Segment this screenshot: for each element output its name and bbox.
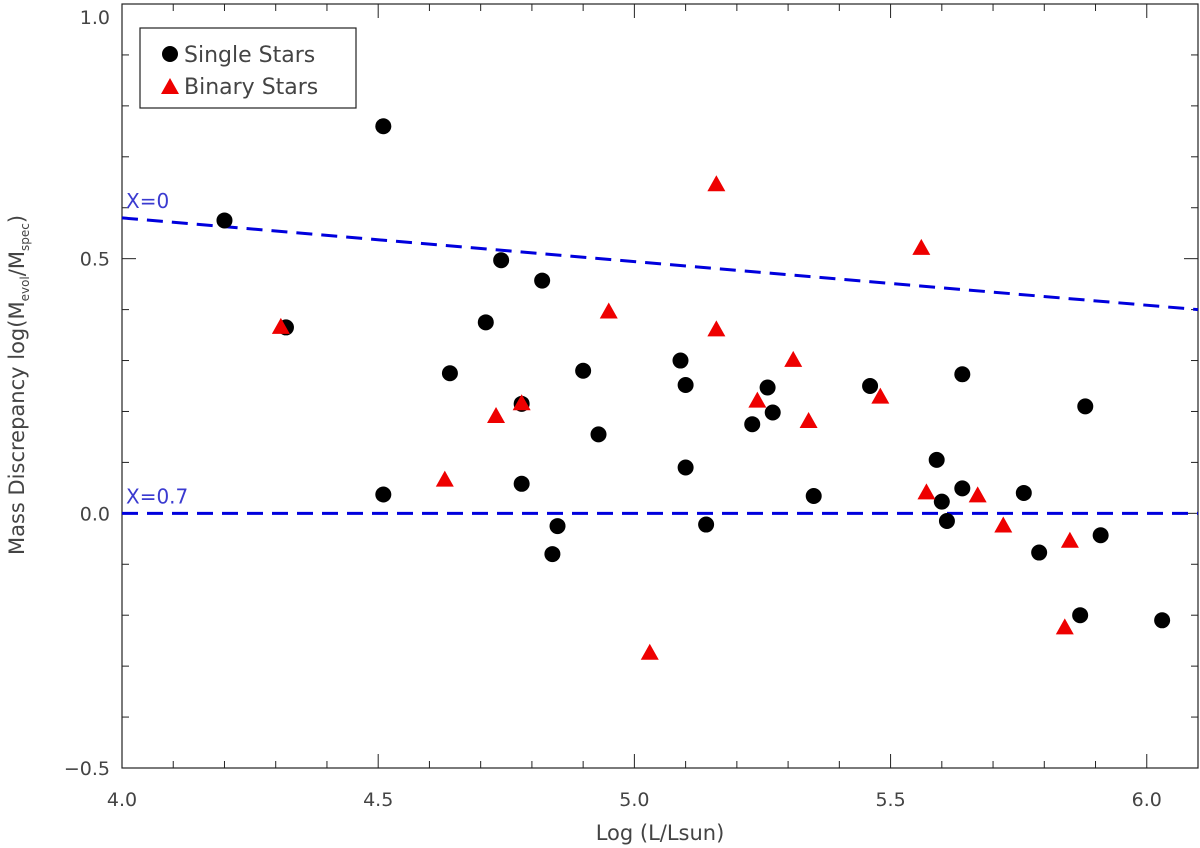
single-star-point <box>493 252 510 269</box>
axis-ticks <box>121 3 1199 769</box>
binary-star-point <box>994 516 1013 533</box>
single-star-point <box>938 512 955 529</box>
y-tick-label: 0.5 <box>80 249 110 271</box>
single-star-point <box>375 486 392 503</box>
single-star-point <box>544 546 561 563</box>
legend-box <box>139 27 357 109</box>
single-star-point <box>1092 527 1109 544</box>
binary-star-point <box>799 412 818 429</box>
single-star-point <box>1031 544 1048 561</box>
binary-star-point <box>707 320 726 337</box>
single-star-point <box>744 416 761 433</box>
y-axis-title-sub2: spec <box>18 223 32 251</box>
binary-star-point <box>640 643 659 660</box>
binary-star-point <box>917 483 936 500</box>
single-star-point <box>677 459 694 476</box>
single-star-point <box>698 516 715 533</box>
y-axis-title-prefix: Mass Discrepancy log(M <box>5 301 29 555</box>
data-markers <box>216 118 1171 660</box>
y-tick-label: −0.5 <box>64 758 110 780</box>
single-star-point <box>477 314 494 331</box>
single-star-point <box>759 379 776 396</box>
single-star-point <box>677 376 694 393</box>
y-tick-label: 0.0 <box>80 503 110 525</box>
single-star-point <box>1077 398 1094 415</box>
legend: Single Stars Binary Stars <box>139 27 357 109</box>
x-tick-label: 5.5 <box>875 789 905 811</box>
binary-star-point <box>487 406 506 423</box>
single-star-point <box>441 365 458 382</box>
single-star-point <box>375 118 392 135</box>
single-star-point <box>862 378 879 394</box>
reference-lines: X=0 X=0.7 <box>121 189 1199 515</box>
y-axis-title: Mass Discrepancy log(Mevol/Mspec) <box>5 215 32 555</box>
single-star-point <box>672 352 689 369</box>
y-tick-label: 1.0 <box>80 7 110 29</box>
single-star-point <box>928 451 945 468</box>
x-tick-label: 4.0 <box>107 789 137 811</box>
x-tick-label: 5.0 <box>619 789 649 811</box>
binary-star-point <box>271 317 290 334</box>
legend-single-marker <box>162 46 178 62</box>
legend-binary-marker <box>161 78 179 94</box>
y-axis-title-mid: /M <box>5 251 29 276</box>
x-tick-label: 6.0 <box>1132 789 1162 811</box>
reference-line-label-1: X=0.7 <box>126 484 188 508</box>
plot-frame <box>121 3 1199 769</box>
binary-star-point <box>784 350 803 367</box>
binary-star-point <box>707 175 726 192</box>
binary-star-point <box>1055 618 1074 635</box>
x-axis-title: Log (L/Lsun) <box>596 821 725 845</box>
single-star-point <box>549 518 566 535</box>
binary-star-point <box>435 470 454 487</box>
single-star-point <box>805 488 822 505</box>
binary-star-point <box>912 238 931 255</box>
binary-star-point <box>599 302 618 319</box>
binary-star-point <box>512 394 531 411</box>
binary-star-point <box>871 387 890 404</box>
single-star-point <box>933 493 950 510</box>
binary-star-point <box>748 391 767 408</box>
reference-line-label-0: X=0 <box>126 189 169 213</box>
reference-line-0 <box>121 216 1199 312</box>
tick-labels: 4.0 4.5 5.0 5.5 6.0 −0.5 0.0 0.5 1.0 <box>64 7 1162 811</box>
y-axis-title-suffix: ) <box>5 215 29 223</box>
single-star-point <box>216 212 233 229</box>
single-star-point <box>534 272 551 289</box>
binary-star-point <box>1060 531 1079 548</box>
single-star-point <box>1015 484 1032 501</box>
single-star-point <box>513 475 530 492</box>
single-star-point <box>575 362 592 379</box>
y-axis-title-sub1: evol <box>18 276 32 301</box>
single-star-point <box>1072 607 1089 624</box>
legend-binary-label: Binary Stars <box>184 75 318 100</box>
single-star-point <box>764 404 781 421</box>
single-star-point <box>1154 612 1171 629</box>
single-star-point <box>954 366 971 383</box>
single-star-point <box>954 480 971 497</box>
binary-star-point <box>968 486 987 503</box>
x-tick-label: 4.5 <box>363 789 393 811</box>
single-star-point <box>590 426 607 443</box>
legend-single-label: Single Stars <box>184 43 315 68</box>
